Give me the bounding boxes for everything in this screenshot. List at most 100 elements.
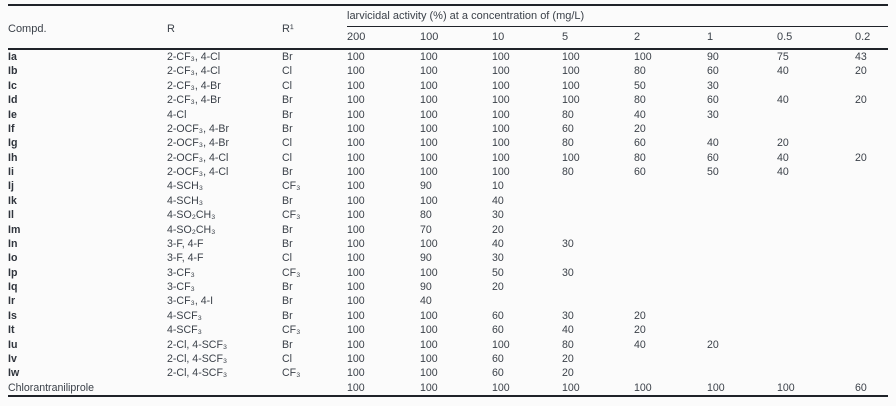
cell-value: 100	[347, 309, 365, 322]
header-row-main: Compd. R R¹ larvicidal activity (%) at a…	[8, 4, 889, 50]
cell-value	[855, 79, 888, 93]
cell-value: 100	[562, 151, 580, 164]
cell-value	[707, 294, 777, 308]
cell-value	[634, 251, 707, 265]
header-conc-0-2: 0.2	[855, 26, 889, 50]
cell-compound: Iu	[8, 338, 18, 351]
table-row: Ii 2-OCF₃, 4-Cl Br 100 100 100 80 60 50 …	[8, 165, 888, 179]
cell-compound: Ih	[8, 151, 18, 164]
cell-compound: Ip	[8, 266, 18, 279]
cell-value: 20	[855, 94, 867, 107]
cell-value	[855, 237, 888, 251]
cell-value	[855, 208, 888, 222]
cell-value	[707, 309, 777, 323]
cell-value: 20	[634, 122, 646, 135]
cell-value	[855, 294, 888, 308]
cell-value: 100	[420, 266, 438, 279]
cell-r1: Cl	[282, 137, 293, 150]
cell-value	[855, 179, 888, 193]
cell-value: 100	[347, 194, 365, 207]
cell-compound: In	[8, 237, 18, 250]
cell-compound: Ig	[8, 137, 18, 150]
cell-compound: If	[8, 122, 15, 135]
cell-value	[855, 251, 888, 265]
cell-value	[634, 266, 707, 280]
cell-r1: Br	[282, 309, 293, 322]
cell-r: 4-SCF₃	[167, 324, 202, 337]
cell-value: 40	[777, 65, 789, 78]
cell-value: 80	[634, 65, 646, 78]
cell-value: 100	[347, 108, 365, 121]
cell-value: 100	[420, 51, 438, 63]
table-row: Iu 2-Cl, 4-SCF₃ Br 100 100 100 80 40 20	[8, 338, 888, 352]
cell-value	[855, 280, 888, 294]
cell-r1: Br	[282, 194, 293, 207]
cell-value: 100	[492, 94, 510, 107]
cell-value: 50	[492, 266, 504, 279]
cell-value: 43	[855, 51, 867, 63]
cell-value	[634, 237, 707, 251]
header-activity-group: larvicidal activity (%) at a concentrati…	[347, 4, 889, 27]
cell-value: 90	[420, 281, 432, 293]
cell-value: 80	[562, 137, 574, 150]
cell-value	[777, 122, 855, 136]
cell-value: 40	[777, 166, 789, 178]
cell-r: 3-CF₃, 4-I	[167, 295, 214, 308]
cell-r1: Br	[282, 237, 293, 250]
cell-r1: Br	[282, 51, 293, 63]
cell-value: 40	[492, 237, 504, 250]
cell-r: 2-OCF₃, 4-Br	[167, 137, 229, 150]
table-header: Compd. R R¹ larvicidal activity (%) at a…	[8, 4, 889, 50]
cell-r: 2-Cl, 4-SCF₃	[167, 338, 228, 351]
cell-compound: Id	[8, 94, 18, 107]
cell-value: 100	[420, 194, 438, 207]
cell-value	[634, 294, 707, 308]
cell-value	[562, 223, 634, 237]
header-r1: R¹	[282, 4, 347, 50]
cell-value: 80	[420, 209, 432, 222]
header-row-concentrations: 200 100 10 5 2 1 0.5 0.2	[8, 26, 889, 50]
cell-r: 2-CF₃, 4-Cl	[167, 65, 221, 78]
cell-value: 100	[347, 79, 365, 92]
cell-value: 100	[347, 352, 365, 365]
cell-value: 40	[777, 151, 789, 164]
cell-value: 90	[420, 252, 432, 265]
table-row: Iq 3-CF₃ Br 100 90 20	[8, 280, 888, 294]
cell-value	[707, 280, 777, 294]
table-row: It 4-SCF₃ CF₃ 100 100 60 40 20	[8, 323, 888, 337]
cell-compound: Ii	[8, 166, 14, 178]
cell-value: 100	[420, 108, 438, 121]
cell-value	[777, 194, 855, 208]
table-row: In 3-F, 4-F Br 100 100 40 30	[8, 237, 888, 251]
table-row: Im 4-SO₂CH₃ Br 100 70 20	[8, 223, 888, 237]
cell-value: 100	[492, 65, 510, 78]
header-conc-2: 2	[634, 26, 707, 50]
cell-compound: Is	[8, 309, 17, 322]
cell-value	[777, 251, 855, 265]
cell-r1: CF₃	[282, 180, 301, 193]
cell-r1: CF₃	[282, 367, 301, 380]
cell-value	[562, 251, 634, 265]
table-row: Ib 2-CF₃, 4-Cl Cl 100 100 100 100 80 60 …	[8, 64, 888, 78]
cell-r1: Br	[282, 94, 293, 107]
cell-compound: Ij	[8, 180, 14, 193]
cell-r: 3-F, 4-F	[167, 252, 204, 265]
cell-value: 100	[562, 94, 580, 107]
cell-value	[492, 294, 562, 308]
cell-compound: Ia	[8, 51, 17, 63]
cell-value	[634, 280, 707, 294]
cell-value: 100	[347, 338, 365, 351]
table-body: Ia 2-CF₃, 4-Cl Br 100 100 100 100 100 90…	[8, 49, 889, 398]
cell-r	[167, 380, 282, 398]
cell-value	[707, 323, 777, 337]
cell-value: 100	[420, 338, 438, 351]
cell-value: 100	[347, 237, 365, 250]
cell-value: 30	[562, 237, 574, 250]
cell-value	[707, 194, 777, 208]
cell-value	[777, 280, 855, 294]
table-row: Ir 3-CF₃, 4-I Br 100 40	[8, 294, 888, 308]
cell-r1: Br	[282, 295, 293, 308]
cell-value: 100	[492, 137, 510, 150]
cell-value: 100	[420, 166, 438, 178]
cell-value	[855, 338, 888, 352]
